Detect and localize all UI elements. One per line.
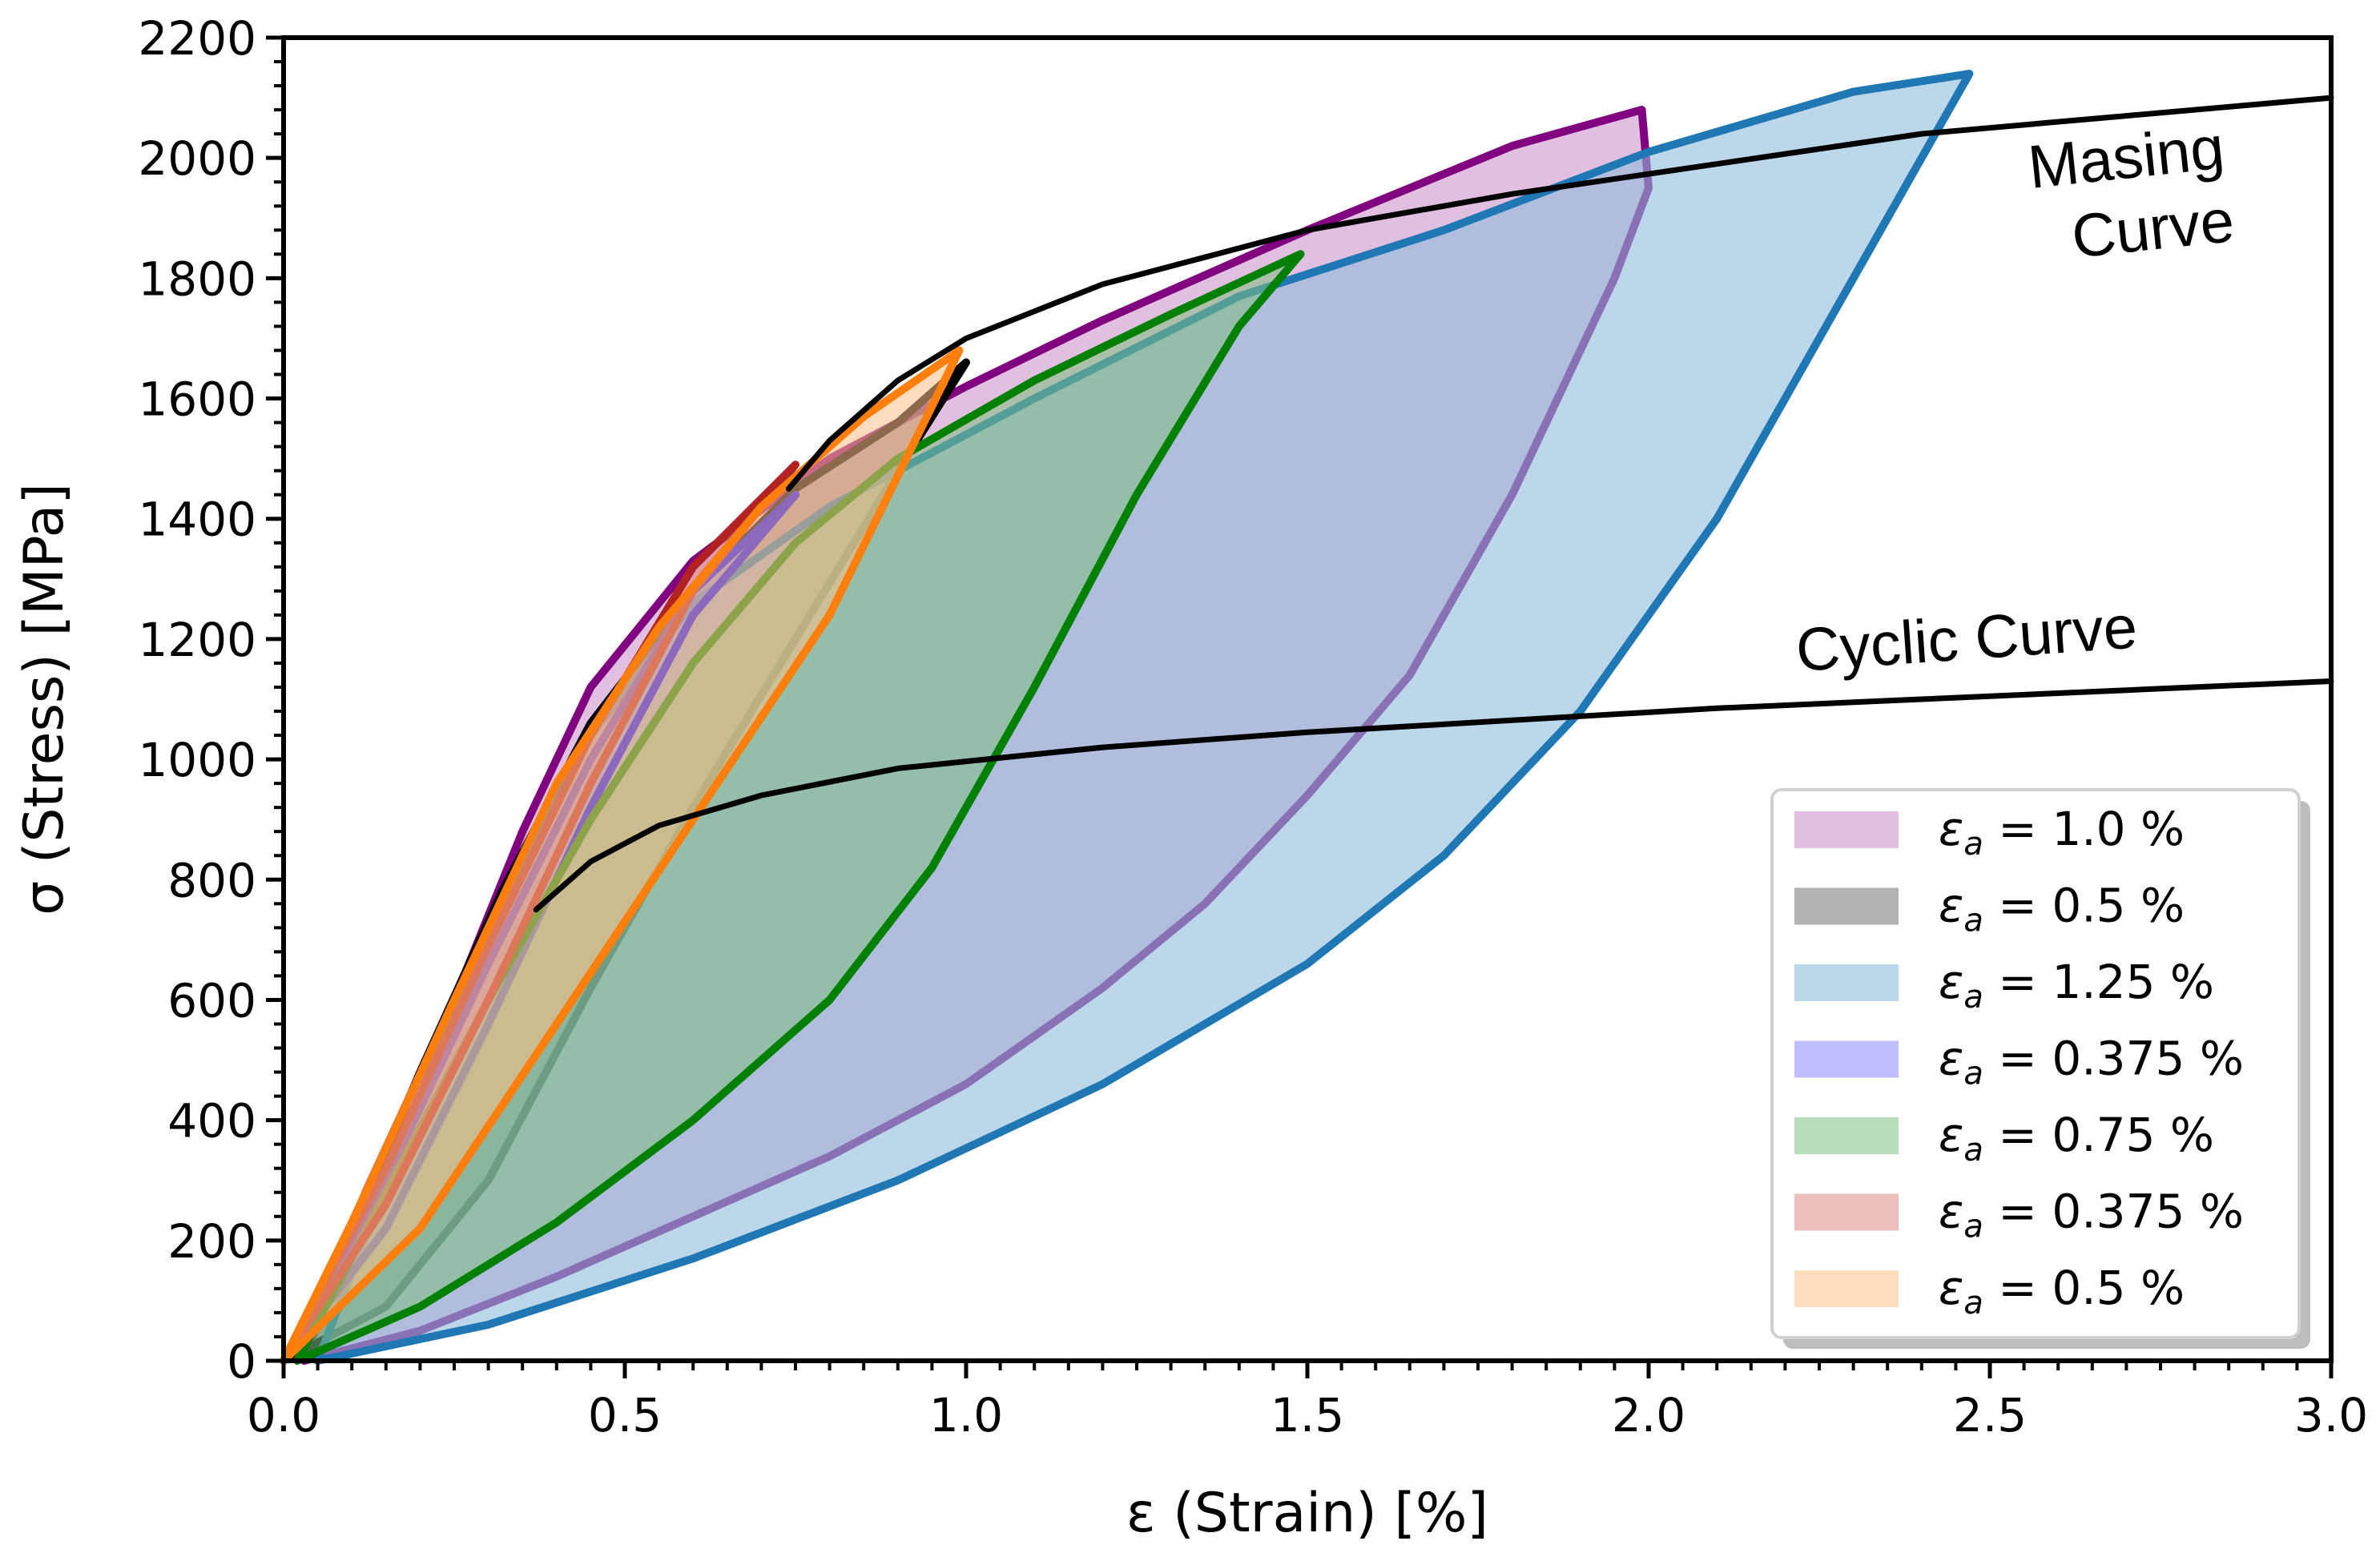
loop-fill-4 <box>297 254 1301 1361</box>
y-tick-label: 1800 <box>138 251 256 306</box>
legend-label-4: εa = 0.75 % <box>1939 1108 2214 1169</box>
legend-items: εa = 1.0 % εa = 0.5 % εa = 1.25 % εa = 0.37… <box>1794 802 2244 1322</box>
y-axis-label: σ (Stress) [MPa] <box>13 483 76 915</box>
legend-label-0: εa = 1.0 % <box>1939 802 2185 863</box>
legend-label-6: εa = 0.5 % <box>1939 1261 2185 1322</box>
x-tick-label: 2.5 <box>1953 1388 2027 1442</box>
y-tick-label: 800 <box>167 853 256 907</box>
legend-swatch-2 <box>1794 964 1899 1001</box>
legend-box <box>1770 788 2301 1339</box>
legend-swatch-4 <box>1794 1117 1899 1154</box>
x-tick-label: 1.0 <box>929 1388 1003 1442</box>
legend: εa = 1.0 % εa = 0.5 % εa = 1.25 % εa = 0.37… <box>1770 788 2310 1349</box>
legend-swatch-6 <box>1794 1270 1899 1307</box>
masing-curve-line <box>786 95 2334 492</box>
masing-curve-label: Masing Curve <box>2025 112 2252 276</box>
x-tick-label: 3.0 <box>2294 1388 2368 1442</box>
y-tick-label: 400 <box>167 1094 256 1149</box>
legend-label-1: εa = 0.5 % <box>1939 879 2185 939</box>
y-tick-label: 0 <box>227 1334 256 1389</box>
x-axis-label: ε (Strain) [%] <box>1126 1482 1488 1545</box>
legend-label-3: εa = 0.375 % <box>1939 1032 2244 1092</box>
y-tick-label: 1400 <box>138 493 256 547</box>
x-tick-label: 0.5 <box>588 1388 662 1442</box>
loop-fill-6 <box>284 350 960 1361</box>
x-tick-label: 2.0 <box>1612 1388 1685 1442</box>
cyclic-curve-line <box>533 678 2334 913</box>
x-tick-label: 0.0 <box>247 1388 320 1442</box>
x-tick-label: 1.5 <box>1271 1388 1344 1442</box>
legend-swatch-1 <box>1794 887 1899 925</box>
reference-curves <box>533 95 2334 913</box>
y-tick-label: 1000 <box>138 733 256 787</box>
y-tick-label: 2000 <box>138 131 256 186</box>
y-tick-label: 200 <box>167 1214 256 1269</box>
x-axis-ticks: 0.0 0.5 1.0 1.5 2.0 2.5 3.0 <box>247 1361 2368 1442</box>
legend-label-2: εa = 1.25 % <box>1939 955 2214 1016</box>
legend-swatch-0 <box>1794 811 1899 848</box>
y-tick-label: 2200 <box>138 11 256 66</box>
y-tick-label: 1600 <box>138 372 256 427</box>
hysteresis-loops <box>280 70 1974 1365</box>
loop-outline-6 <box>280 346 964 1365</box>
legend-label-5: εa = 0.375 % <box>1939 1185 2244 1245</box>
y-tick-label: 1200 <box>138 613 256 667</box>
y-axis-ticks: 0 200 400 600 800 1000 1200 1400 1600 1800 2000 220… <box>138 11 284 1389</box>
legend-swatch-3 <box>1794 1040 1899 1078</box>
y-tick-label: 600 <box>167 973 256 1028</box>
legend-swatch-5 <box>1794 1193 1899 1231</box>
cyclic-curve-label: Cyclic Curve <box>1794 593 2139 685</box>
